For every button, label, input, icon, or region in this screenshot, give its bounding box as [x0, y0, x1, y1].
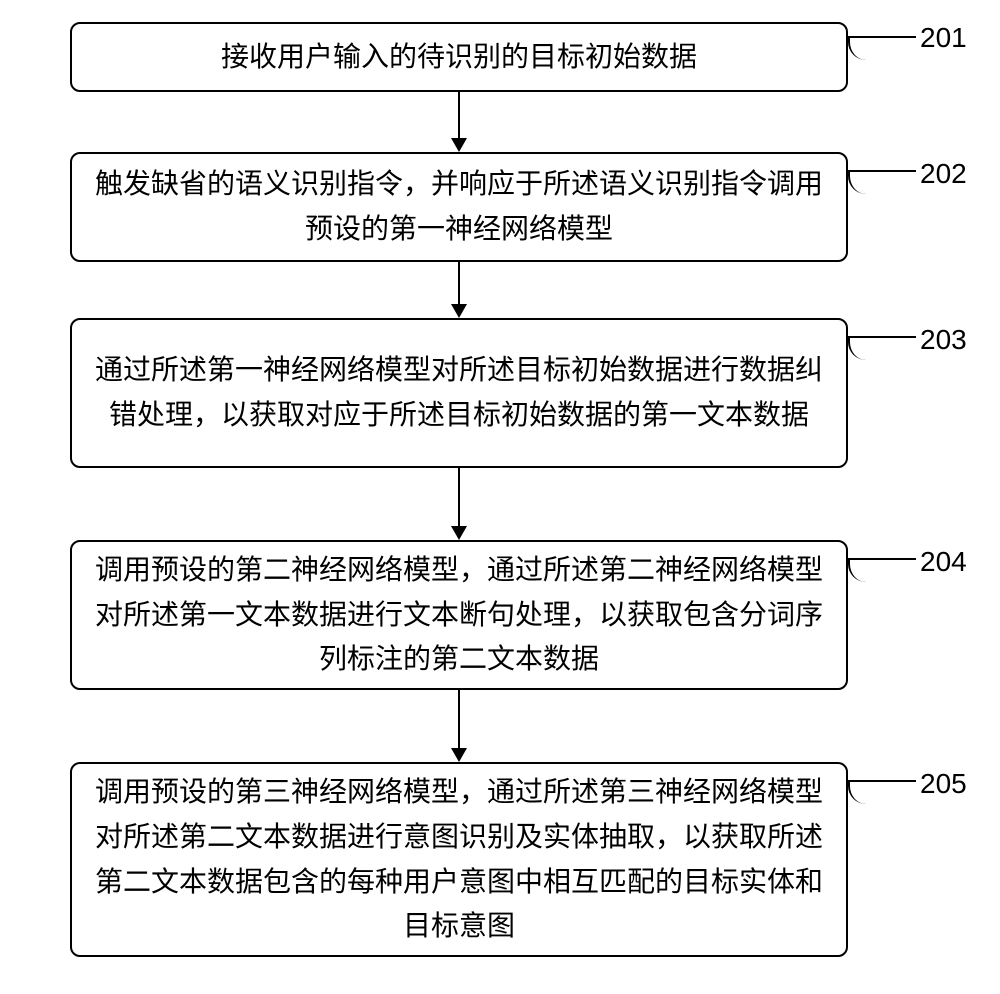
leader-line-4 — [848, 558, 916, 582]
leader-line-5 — [848, 780, 916, 804]
flowchart-node-3: 通过所述第一神经网络模型对所述目标初始数据进行数据纠错处理，以获取对应于所述目标… — [70, 318, 848, 468]
flowchart-node-4: 调用预设的第二神经网络模型，通过所述第二神经网络模型对所述第一文本数据进行文本断… — [70, 540, 848, 690]
flowchart-node-5: 调用预设的第三神经网络模型，通过所述第三神经网络模型对所述第二文本数据进行意图识… — [70, 762, 848, 957]
edge-1-2 — [458, 92, 460, 138]
edge-4-5 — [458, 690, 460, 748]
leader-line-2 — [848, 170, 916, 194]
node-text: 触发缺省的语义识别指令，并响应于所述语义识别指令调用预设的第一神经网络模型 — [92, 162, 826, 252]
node-text: 调用预设的第三神经网络模型，通过所述第三神经网络模型对所述第二文本数据进行意图识… — [92, 770, 826, 949]
leader-line-1 — [848, 36, 916, 60]
step-label-205: 205 — [920, 768, 967, 800]
flowchart-container: 接收用户输入的待识别的目标初始数据 201 触发缺省的语义识别指令，并响应于所述… — [0, 0, 1000, 994]
arrow-3-4 — [451, 526, 467, 540]
step-label-202: 202 — [920, 158, 967, 190]
leader-line-3 — [848, 336, 916, 360]
arrow-4-5 — [451, 748, 467, 762]
step-label-203: 203 — [920, 324, 967, 356]
flowchart-node-1: 接收用户输入的待识别的目标初始数据 — [70, 22, 848, 92]
node-text: 接收用户输入的待识别的目标初始数据 — [221, 35, 697, 80]
step-label-201: 201 — [920, 22, 967, 54]
flowchart-node-2: 触发缺省的语义识别指令，并响应于所述语义识别指令调用预设的第一神经网络模型 — [70, 152, 848, 262]
node-text: 调用预设的第二神经网络模型，通过所述第二神经网络模型对所述第一文本数据进行文本断… — [92, 548, 826, 682]
edge-2-3 — [458, 262, 460, 304]
arrow-2-3 — [451, 304, 467, 318]
edge-3-4 — [458, 468, 460, 526]
step-label-204: 204 — [920, 546, 967, 578]
arrow-1-2 — [451, 138, 467, 152]
node-text: 通过所述第一神经网络模型对所述目标初始数据进行数据纠错处理，以获取对应于所述目标… — [92, 348, 826, 438]
